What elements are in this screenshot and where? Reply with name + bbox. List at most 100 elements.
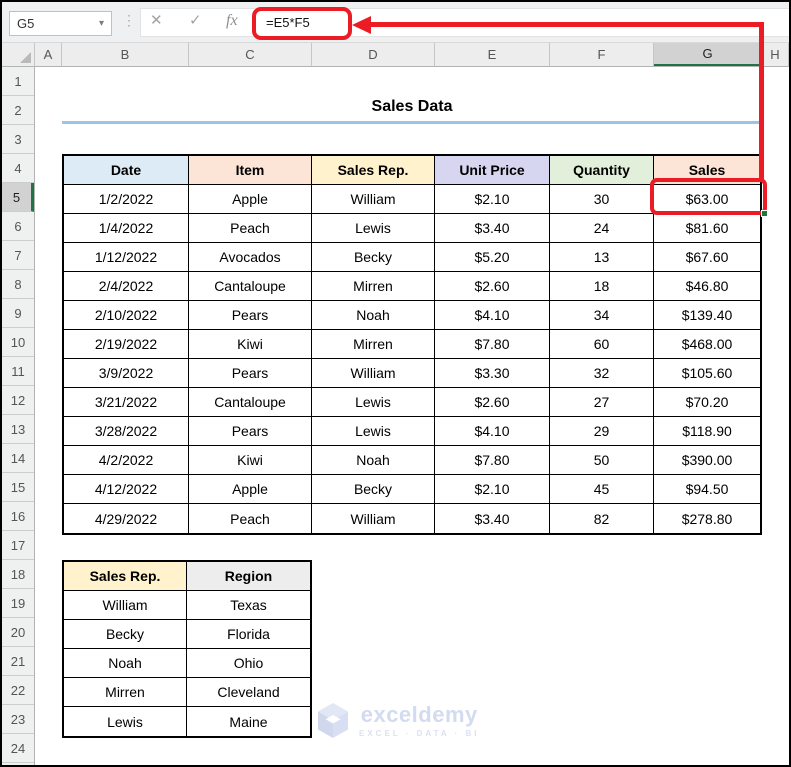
cell-D15[interactable]: Becky [312,475,435,504]
cell-D11[interactable]: William [312,359,435,388]
column-header-B[interactable]: B [62,43,189,66]
cell-F6[interactable]: 24 [550,214,654,243]
insert-function-icon[interactable]: fx [226,12,238,29]
cell-B14[interactable]: 4/2/2022 [64,446,189,475]
row-header-9[interactable]: 9 [2,299,34,328]
cell-F5[interactable]: 30 [550,185,654,214]
cell-B11[interactable]: 3/9/2022 [64,359,189,388]
row-header-7[interactable]: 7 [2,241,34,270]
cell-D14[interactable]: Noah [312,446,435,475]
cell-F15[interactable]: 45 [550,475,654,504]
cell-B19[interactable]: William [64,591,187,620]
row-header-17[interactable]: 17 [2,531,34,560]
cell-E4[interactable]: Unit Price [435,156,550,185]
cell-C10[interactable]: Kiwi [189,330,312,359]
cell-C9[interactable]: Pears [189,301,312,330]
cell-C20[interactable]: Florida [187,620,310,649]
cell-E11[interactable]: $3.30 [435,359,550,388]
column-header-G[interactable]: G [654,43,762,66]
cell-C15[interactable]: Apple [189,475,312,504]
row-header-13[interactable]: 13 [2,415,34,444]
cell-G9[interactable]: $139.40 [654,301,760,330]
column-header-H[interactable]: H [762,43,789,66]
cell-D7[interactable]: Becky [312,243,435,272]
fill-handle[interactable] [761,210,768,217]
cell-B10[interactable]: 2/19/2022 [64,330,189,359]
cell-D16[interactable]: William [312,504,435,533]
cell-D13[interactable]: Lewis [312,417,435,446]
column-header-C[interactable]: C [189,43,312,66]
cell-F11[interactable]: 32 [550,359,654,388]
cell-E10[interactable]: $7.80 [435,330,550,359]
cell-C11[interactable]: Pears [189,359,312,388]
column-header-E[interactable]: E [435,43,550,66]
cell-B20[interactable]: Becky [64,620,187,649]
cell-C6[interactable]: Peach [189,214,312,243]
row-header-16[interactable]: 16 [2,502,34,531]
cell-C21[interactable]: Ohio [187,649,310,678]
cell-B12[interactable]: 3/21/2022 [64,388,189,417]
chevron-down-icon[interactable]: ▾ [98,18,104,29]
column-header-F[interactable]: F [550,43,654,66]
cell-B15[interactable]: 4/12/2022 [64,475,189,504]
cell-G8[interactable]: $46.80 [654,272,760,301]
cell-B16[interactable]: 4/29/2022 [64,504,189,533]
cell-G15[interactable]: $94.50 [654,475,760,504]
cell-D9[interactable]: Noah [312,301,435,330]
row-header-18[interactable]: 18 [2,560,34,589]
cell-C13[interactable]: Pears [189,417,312,446]
cell-G10[interactable]: $468.00 [654,330,760,359]
cell-B6[interactable]: 1/4/2022 [64,214,189,243]
column-header-D[interactable]: D [312,43,435,66]
cell-G5[interactable]: $63.00 [654,185,760,214]
cell-G7[interactable]: $67.60 [654,243,760,272]
cell-B21[interactable]: Noah [64,649,187,678]
cell-B13[interactable]: 3/28/2022 [64,417,189,446]
cell-C12[interactable]: Cantaloupe [189,388,312,417]
cell-C22[interactable]: Cleveland [187,678,310,707]
row-header-6[interactable]: 6 [2,212,34,241]
cell-C23[interactable]: Maine [187,707,310,736]
cell-B8[interactable]: 2/4/2022 [64,272,189,301]
row-header-5[interactable]: 5 [2,183,34,212]
cell-F16[interactable]: 82 [550,504,654,533]
row-header-20[interactable]: 20 [2,618,34,647]
cell-G6[interactable]: $81.60 [654,214,760,243]
cell-C14[interactable]: Kiwi [189,446,312,475]
cell-F9[interactable]: 34 [550,301,654,330]
cell-C8[interactable]: Cantaloupe [189,272,312,301]
cell-C16[interactable]: Peach [189,504,312,533]
cell-F8[interactable]: 18 [550,272,654,301]
cell-C5[interactable]: Apple [189,185,312,214]
cell-E15[interactable]: $2.10 [435,475,550,504]
row-header-12[interactable]: 12 [2,386,34,415]
cell-E13[interactable]: $4.10 [435,417,550,446]
name-box[interactable]: G5 ▾ [9,11,112,36]
cell-B5[interactable]: 1/2/2022 [64,185,189,214]
cell-B4[interactable]: Date [64,156,189,185]
cell-E5[interactable]: $2.10 [435,185,550,214]
cell-G14[interactable]: $390.00 [654,446,760,475]
row-header-11[interactable]: 11 [2,357,34,386]
cell-D8[interactable]: Mirren [312,272,435,301]
row-header-14[interactable]: 14 [2,444,34,473]
cell-E16[interactable]: $3.40 [435,504,550,533]
cell-F14[interactable]: 50 [550,446,654,475]
cell-F12[interactable]: 27 [550,388,654,417]
cell-D12[interactable]: Lewis [312,388,435,417]
row-header-4[interactable]: 4 [2,154,34,183]
cell-F13[interactable]: 29 [550,417,654,446]
cell-B23[interactable]: Lewis [64,707,187,736]
enter-icon[interactable]: ✓ [189,12,202,29]
cell-E12[interactable]: $2.60 [435,388,550,417]
cell-E6[interactable]: $3.40 [435,214,550,243]
cell-E8[interactable]: $2.60 [435,272,550,301]
cell-F7[interactable]: 13 [550,243,654,272]
row-header-21[interactable]: 21 [2,647,34,676]
row-header-10[interactable]: 10 [2,328,34,357]
cell-C18[interactable]: Region [187,562,310,591]
cell-D4[interactable]: Sales Rep. [312,156,435,185]
cell-B22[interactable]: Mirren [64,678,187,707]
cell-G12[interactable]: $70.20 [654,388,760,417]
row-header-8[interactable]: 8 [2,270,34,299]
